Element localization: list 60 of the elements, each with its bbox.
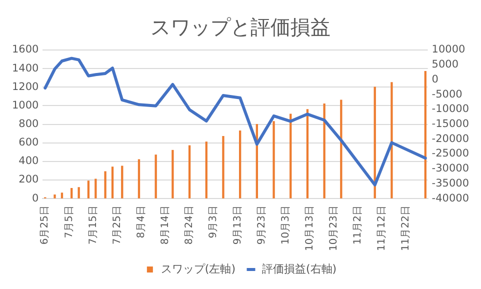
- y2-tick-label: 0: [432, 73, 438, 86]
- bar: [54, 194, 56, 198]
- y2-tick-label: -20000: [432, 132, 470, 145]
- bar: [239, 130, 242, 198]
- x-tick-label: 8月24日: [184, 206, 196, 245]
- x-tick-label: 11月12日: [376, 206, 388, 252]
- y2-tick-label: -40000: [432, 192, 470, 204]
- y-tick-label: 800: [18, 118, 39, 130]
- x-tick-label: 7月25日: [112, 206, 123, 245]
- bar: [111, 166, 114, 198]
- chart-title: スワップと評価損益: [150, 14, 332, 41]
- bar: [104, 171, 106, 198]
- y-tick-label: 400: [18, 155, 39, 168]
- x-tick-label: 11月2日: [352, 206, 364, 245]
- y-tick-label: 600: [18, 136, 39, 149]
- bar: [154, 154, 157, 198]
- y2-tick-label: -25000: [432, 148, 470, 160]
- x-tick-label: 8月4日: [136, 206, 147, 238]
- bar: [60, 192, 64, 198]
- bar: [121, 166, 124, 198]
- bar: [323, 104, 326, 198]
- bar: [205, 142, 208, 198]
- x-tick-label: 7月15日: [88, 206, 99, 245]
- bar: [87, 180, 90, 198]
- x-tick-label: 11月22日: [400, 206, 412, 252]
- x-tick-label: 8月14日: [160, 206, 172, 245]
- bar: [272, 121, 275, 198]
- x-tick-label: 9月23日: [256, 206, 268, 245]
- y2-tick-label: 5000: [432, 58, 459, 71]
- y-tick-label: 0: [32, 192, 39, 204]
- bar: [188, 145, 191, 198]
- y2-tick-label: -35000: [432, 177, 470, 190]
- y-tick-label: 1400: [12, 62, 39, 74]
- legend-label: 評価損益(右軸): [262, 262, 337, 276]
- y2-tick-label: -10000: [432, 103, 470, 116]
- bar: [222, 136, 224, 198]
- y2-tick-label: -15000: [432, 118, 470, 130]
- bar: [70, 188, 73, 198]
- y2-tick-label: -5000: [432, 88, 462, 100]
- x-tick-label: 6月25日: [40, 206, 51, 245]
- bar: [290, 114, 292, 198]
- bar: [390, 82, 393, 198]
- x-tick-label: 7月5日: [64, 206, 75, 238]
- bar: [138, 159, 140, 198]
- bar: [94, 178, 97, 198]
- y2-tick-label: 10000: [432, 44, 466, 56]
- bar: [78, 187, 80, 198]
- bar: [424, 71, 426, 198]
- x-tick-label: 10月3日: [280, 206, 292, 245]
- x-tick-label: 10月23日: [328, 206, 340, 252]
- x-tick-label: 9月3日: [208, 206, 220, 238]
- legend-label: スワップ(左軸): [160, 262, 236, 276]
- y2-tick-label: -30000: [432, 162, 470, 175]
- y-tick-label: 1600: [12, 44, 39, 56]
- x-tick-label: 10月13日: [304, 206, 316, 252]
- y-tick-label: 200: [18, 174, 39, 186]
- bar: [172, 150, 174, 198]
- y-tick-label: 1200: [12, 80, 39, 93]
- y-tick-label: 1000: [12, 99, 39, 112]
- x-tick-label: 9月13日: [232, 206, 244, 245]
